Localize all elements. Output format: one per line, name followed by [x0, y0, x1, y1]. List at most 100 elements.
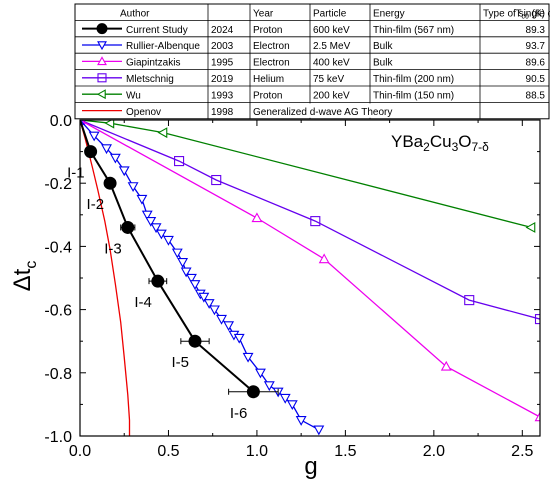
- legend-cell-author: Wu: [126, 90, 141, 101]
- data-point-giapintzakis: [534, 411, 540, 422]
- legend-cell-energy: 75 keV: [313, 74, 344, 85]
- series-line-mletschnig: [80, 120, 540, 320]
- data-point-mletschnig: [310, 216, 321, 227]
- legend-cell-author: Rullier-Albenque: [126, 41, 200, 52]
- data-point-rullier-albenque: [171, 248, 183, 259]
- legend-header-tc-sub: c0: [521, 13, 529, 20]
- data-point-current-study: [121, 220, 135, 234]
- point-label: I-2: [87, 196, 105, 213]
- y-tick-label: -1.0: [44, 429, 72, 446]
- data-point-rullier-albenque: [141, 210, 153, 221]
- data-point-rullier-albenque: [150, 223, 162, 234]
- legend-cell-tc: 88.5: [526, 90, 546, 101]
- x-tick-label: 1.5: [334, 443, 356, 460]
- x-tick-label: 0.5: [157, 443, 179, 460]
- legend-cell-year: 2024: [211, 25, 234, 36]
- legend-cell-author: Openov: [126, 107, 161, 118]
- legend-swatch-marker-giapintzakis: [97, 56, 107, 66]
- series-layer: [80, 120, 540, 436]
- formula-part: Cu: [430, 132, 452, 151]
- data-point-rullier-albenque: [203, 299, 215, 309]
- legend-cell-tc: 90.5: [526, 74, 546, 85]
- point-label-layer: I-1I-2 I-3 I-4 I-5 I-6: [67, 165, 247, 422]
- formula-part: 3: [452, 140, 459, 154]
- legend-cell-energy: 600 keV: [313, 25, 350, 36]
- data-point-current-study: [84, 145, 98, 159]
- data-point-giapintzakis: [251, 212, 263, 223]
- point-label: I-3: [104, 240, 122, 257]
- legend-cell-year: 1993: [211, 90, 234, 101]
- x-tick-label: 1.0: [246, 443, 268, 460]
- series-rullier-albenque: [80, 120, 325, 436]
- legend-cell-type: Bulk: [373, 58, 393, 69]
- y-tick-label: -0.2: [44, 176, 72, 193]
- legend-cell-tc: 89.3: [526, 25, 546, 36]
- data-point-giapintzakis: [318, 253, 330, 264]
- data-point-wu: [157, 127, 168, 139]
- data-point-rullier-albenque: [263, 381, 275, 392]
- point-label: I-5: [171, 354, 189, 371]
- legend-cell-particle: Proton: [253, 25, 282, 36]
- point-label: I-4: [134, 294, 152, 311]
- y-tick-label: 0.0: [50, 113, 72, 130]
- data-point-rullier-albenque: [209, 305, 220, 316]
- data-point-mletschnig: [534, 314, 540, 325]
- series-openov: [80, 120, 131, 436]
- data-point-rullier-albenque: [101, 144, 112, 155]
- legend-cell-particle: Helium: [253, 74, 284, 85]
- legend-swatch-marker-wu: [96, 89, 106, 100]
- legend-header-cell: Year: [253, 8, 274, 19]
- data-point-rullier-albenque: [295, 416, 307, 426]
- legend-cell-year: 1998: [211, 107, 234, 118]
- data-point-rullier-albenque: [155, 229, 167, 240]
- series-mletschnig: [80, 120, 540, 325]
- legend-swatch-marker-rullier-albenque: [97, 41, 107, 51]
- data-point-rullier-albenque: [223, 321, 235, 332]
- point-label: I-1: [67, 165, 85, 182]
- legend-cell-energy: 400 keV: [313, 58, 350, 69]
- legend-header-cell: Author: [120, 8, 150, 19]
- series-line-wu: [80, 120, 532, 229]
- legend-cell-theory: Generalized d-wave AG Theory: [253, 107, 392, 118]
- data-point-rullier-albenque: [88, 131, 100, 142]
- legend-header-tc-main: T: [515, 8, 521, 19]
- legend-cell-particle: Electron: [253, 58, 290, 69]
- data-point-rullier-albenque: [279, 393, 291, 404]
- data-point-wu: [525, 222, 536, 233]
- data-point-rullier-albenque: [216, 314, 227, 325]
- legend-cell-type: Thin-film (567 nm): [373, 25, 454, 36]
- legend-swatch-marker-current-study: [96, 23, 108, 35]
- series-wu: [80, 120, 536, 233]
- legend-cell-author: Giapintzakis: [126, 58, 180, 69]
- data-point-rullier-albenque: [198, 292, 210, 303]
- data-point-current-study: [246, 385, 260, 399]
- data-point-current-study: [103, 176, 117, 190]
- legend-cell-energy: 200 keV: [313, 90, 350, 101]
- formula-part: 7-δ: [471, 140, 489, 154]
- data-point-rullier-albenque: [136, 194, 148, 205]
- legend-header-tc-unit: (K): [529, 8, 545, 19]
- x-tick-label: 2.5: [511, 443, 533, 460]
- data-point-rullier-albenque: [163, 235, 174, 246]
- legend-cell-tc: 89.6: [526, 58, 546, 69]
- data-point-rullier-albenque: [177, 258, 189, 268]
- formula-part: YBa: [391, 132, 424, 151]
- ticks-layer: 0.0 0.5 1.0 1.5 2.0 2.5 0.0 -0.2 -0.4 -0.6 -0.8 -1.…: [44, 113, 540, 460]
- legend-cell-year: 2019: [211, 74, 234, 85]
- legend-cell-particle: Proton: [253, 90, 282, 101]
- legend-header-tc: Tc0 (K): [515, 8, 545, 20]
- data-point-wu: [104, 120, 115, 129]
- formula-part: 2: [423, 140, 430, 154]
- data-point-mletschnig: [174, 156, 185, 167]
- legend-cell-year: 1995: [211, 58, 234, 69]
- y-axis-title-main: Δt: [9, 268, 36, 291]
- data-point-current-study: [151, 274, 165, 288]
- legend-cell-energy: 2.5 MeV: [313, 41, 351, 52]
- data-point-rullier-albenque: [242, 352, 254, 363]
- y-axis-title: Δtc: [9, 261, 40, 292]
- legend-cell-type: Bulk: [373, 41, 393, 52]
- series-line-openov: [80, 120, 131, 436]
- data-point-rullier-albenque: [127, 182, 139, 192]
- data-point-rullier-albenque: [180, 267, 192, 278]
- legend-cell-author: Current Study: [126, 25, 188, 36]
